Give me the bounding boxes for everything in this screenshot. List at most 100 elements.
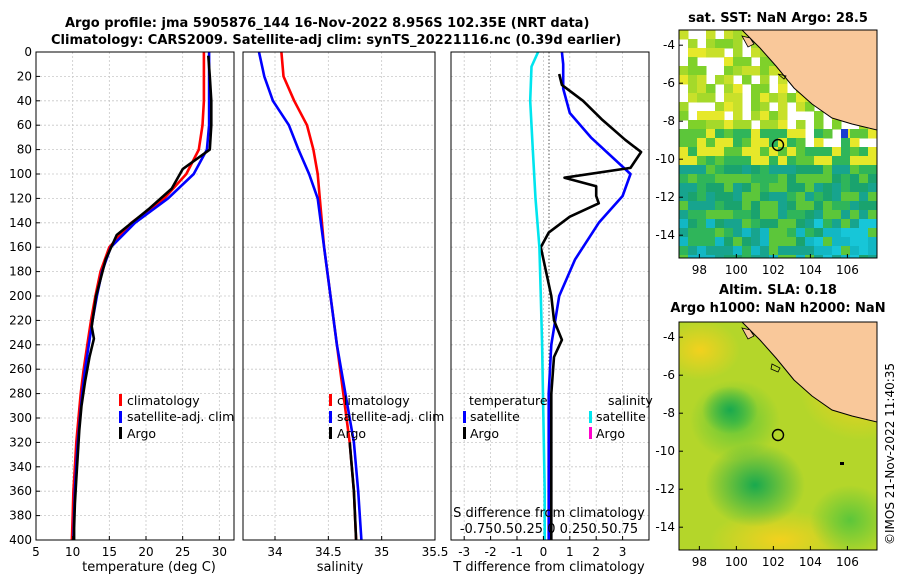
sst-cell [742,57,752,67]
sst-cell [796,246,806,256]
sst-cell [859,210,869,220]
sst-cell [679,111,689,121]
sst-cell [823,192,833,202]
sst-cell [805,147,815,157]
sst-cell [805,228,815,238]
x-tick-label: 20 [138,545,153,559]
sst-cell [805,219,815,229]
sst-cell [769,138,779,148]
legend-header-salinity: salinity [608,393,653,408]
sst-cell [823,201,833,211]
sst-cell [868,156,877,166]
sst-cell [733,84,743,94]
sst-cell [760,210,770,220]
map-x-tick-label: 98 [692,263,707,277]
sst-cell [868,237,877,247]
sst-cell [706,48,716,58]
sst-cell [724,147,734,157]
sst-cell [697,111,707,121]
sst-cell [688,93,698,103]
s-difference-label: S difference from climatology [453,506,645,521]
x-tick-label: 25 [175,545,190,559]
sst-cell [841,246,851,256]
sst-cell [760,57,770,67]
series-line-argo [348,442,358,541]
y-tick-label: 280 [9,387,32,401]
sst-cell [769,192,779,202]
sst-cell [697,147,707,157]
sst-cell [697,210,707,220]
sst-cell [841,210,851,220]
sst-cell [787,228,797,238]
temperature-xlabel: temperature (deg C) [82,560,216,575]
sst-cell [787,201,797,211]
sst-cell [769,228,779,238]
sst-cell [850,192,860,202]
sst-cell [724,75,734,85]
legend-label-s-satellite: satellite [596,409,646,424]
sst-cell [823,219,833,229]
sst-cell [715,39,725,49]
y-tick-label: 240 [9,338,32,352]
sla-low-1 [705,443,805,527]
sst-cell [805,201,815,211]
legend-label-s-argo: Argo [596,426,625,441]
sst-cell [760,246,770,256]
sst-cell [823,165,833,175]
sst-cell [814,111,824,121]
sst-cell [832,237,842,247]
y-tick-label: 360 [9,484,32,498]
sst-cell [733,129,743,139]
sst-cell [850,255,860,258]
y-tick-label: 340 [9,460,32,474]
sst-cell [679,165,689,175]
sst-cell [742,246,752,256]
y-tick-label: 180 [9,265,32,279]
sst-cell [733,174,743,184]
x-tick-label: 15 [102,545,117,559]
sst-cell [724,201,734,211]
sst-cell [751,111,761,121]
sst-cell [823,210,833,220]
sst-cell [859,147,869,157]
sst-cell [805,165,815,175]
sst-cell [769,156,779,166]
sst-cell [733,138,743,148]
sst-cell [697,183,707,193]
sst-cell [796,255,806,258]
sla-frame [678,321,878,551]
sst-cell [787,183,797,193]
y-tick-label: 40 [17,94,32,108]
sst-cell [688,84,698,94]
sst-cell [778,210,788,220]
sst-cell [859,255,869,258]
sst-cell [724,66,734,76]
sst-cell [733,237,743,247]
sst-cell [760,111,770,121]
y-tick-label: 20 [17,69,32,83]
x-tick-label: 5 [32,545,40,559]
map-x-tick-label: 104 [799,263,822,277]
sst-cell [688,174,698,184]
sst-cell [769,66,779,76]
sst-cell [733,39,743,49]
sst-cell [706,84,716,94]
sst-cell [751,192,761,202]
sst-cell [868,255,877,258]
sst-cell [769,210,779,220]
sst-cell [679,30,689,40]
sst-cell [832,165,842,175]
sst-cell [796,120,806,130]
sst-cell [787,165,797,175]
series-line-s-satellite [528,51,547,540]
sst-cell [787,129,797,139]
sst-cell [751,246,761,256]
map-x-tick-label: 102 [762,263,785,277]
sst-cell [697,192,707,202]
sst-cell [733,246,743,256]
sst-cell [706,246,716,256]
sst-cell [796,219,806,229]
y-tick-label: 140 [9,216,32,230]
sst-cell [868,183,877,193]
sst-cell [859,228,869,238]
